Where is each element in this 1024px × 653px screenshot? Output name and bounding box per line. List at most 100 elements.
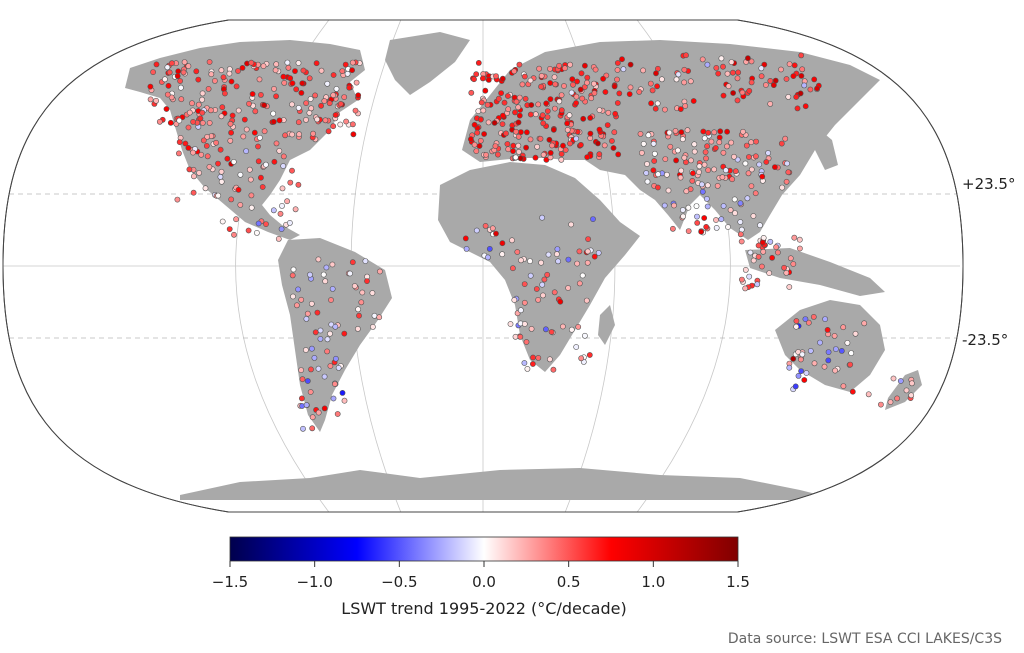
lake-point xyxy=(584,154,591,160)
lake-point xyxy=(220,74,227,81)
lake-point xyxy=(484,254,491,261)
lake-point xyxy=(681,79,687,86)
lake-point xyxy=(329,261,336,268)
lake-point xyxy=(785,94,792,100)
lake-point xyxy=(278,226,285,232)
lake-point xyxy=(524,129,530,136)
lake-point xyxy=(255,220,262,227)
lake-point xyxy=(485,77,492,83)
lake-point xyxy=(518,307,524,314)
lake-point xyxy=(620,66,627,73)
lake-point xyxy=(527,258,533,264)
lake-point xyxy=(694,213,700,220)
lake-point xyxy=(547,96,554,102)
lake-point xyxy=(680,207,686,213)
lake-point xyxy=(799,351,806,358)
lake-point xyxy=(335,364,342,371)
lake-point xyxy=(200,137,207,144)
lake-point xyxy=(678,167,685,174)
lake-point xyxy=(793,94,800,100)
lake-point xyxy=(798,356,804,363)
lake-point xyxy=(578,70,585,77)
lake-point xyxy=(564,120,570,127)
lake-point xyxy=(796,236,803,243)
lake-point xyxy=(323,264,330,271)
lake-point xyxy=(273,61,280,68)
lake-point xyxy=(579,272,586,279)
lake-point xyxy=(643,170,650,176)
lake-point xyxy=(494,151,501,158)
lake-point xyxy=(516,94,523,101)
lake-point xyxy=(204,153,211,160)
lake-point xyxy=(295,60,302,66)
lake-point xyxy=(280,163,287,169)
lake-point xyxy=(501,99,508,106)
lake-point xyxy=(473,71,480,78)
lake-point xyxy=(344,70,351,77)
lake-point xyxy=(605,109,612,116)
lake-point xyxy=(673,76,680,83)
lake-point xyxy=(587,115,594,121)
lake-point xyxy=(354,325,361,332)
lake-point xyxy=(337,121,344,128)
lake-point xyxy=(467,136,474,143)
lake-point xyxy=(331,381,338,387)
lake-point xyxy=(164,64,171,71)
lake-point xyxy=(739,89,746,96)
lake-point xyxy=(547,149,554,156)
lake-point xyxy=(195,76,202,83)
lake-point xyxy=(644,178,651,185)
lake-point xyxy=(558,156,565,163)
lake-point xyxy=(463,245,470,252)
lake-point xyxy=(499,121,506,127)
lake-point xyxy=(720,92,727,99)
lake-point xyxy=(685,204,692,211)
lake-point xyxy=(359,289,366,296)
lake-point xyxy=(521,321,528,327)
lake-point xyxy=(343,118,349,125)
lake-point xyxy=(550,126,557,133)
lake-point xyxy=(556,98,563,105)
lake-point xyxy=(270,118,277,125)
lake-point xyxy=(309,425,316,432)
lake-point xyxy=(807,86,814,93)
lake-point xyxy=(477,137,484,144)
lake-point xyxy=(681,154,688,161)
lake-point xyxy=(303,402,310,408)
lake-point xyxy=(355,92,362,99)
lake-point xyxy=(322,117,329,124)
lake-point xyxy=(308,345,315,352)
lake-point xyxy=(797,245,803,252)
lake-point xyxy=(518,129,524,135)
lake-point xyxy=(568,221,574,228)
lake-point xyxy=(324,80,331,87)
lake-point xyxy=(342,61,349,68)
colorbar-ticks: −1.5 −1.0 −0.5 0.0 0.5 1.0 1.5 xyxy=(212,561,750,591)
lake-point xyxy=(534,143,540,150)
lake-point xyxy=(205,86,212,92)
lake-point xyxy=(852,330,859,337)
lake-point xyxy=(650,140,657,147)
lake-point xyxy=(190,119,196,125)
lake-point xyxy=(312,92,318,99)
lake-point xyxy=(791,62,798,69)
lake-point xyxy=(670,225,676,232)
lake-point xyxy=(302,347,309,353)
lake-point xyxy=(584,79,590,86)
lake-point xyxy=(327,363,334,369)
lake-point xyxy=(535,296,541,303)
lake-point xyxy=(810,313,817,320)
lake-point xyxy=(562,147,569,153)
lake-point xyxy=(281,80,288,86)
lake-point xyxy=(295,181,302,188)
lake-point xyxy=(498,90,504,96)
lake-point xyxy=(662,156,669,162)
lake-point xyxy=(716,139,723,146)
lake-point xyxy=(228,129,234,136)
lake-point xyxy=(499,112,506,119)
lake-point xyxy=(568,89,575,96)
lake-point xyxy=(227,137,234,144)
lake-point xyxy=(279,185,286,192)
lake-point xyxy=(711,166,717,173)
lake-point xyxy=(585,236,591,242)
